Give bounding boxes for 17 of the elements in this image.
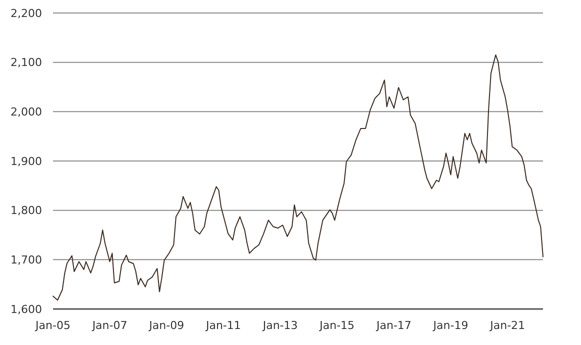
y-tick-label: 1,800 [10,204,42,218]
x-tick-label: Jan-15 [318,319,355,332]
y-tick-label: 2,200 [10,6,42,20]
y-tick-label: 2,000 [10,106,42,119]
x-tick-label: Jan-13 [262,319,298,332]
y-tick-label: 2,100 [10,56,42,70]
x-tick-label: Jan-21 [489,319,526,332]
y-tick-label: 1,700 [10,254,42,267]
y-tick-label: 1,600 [10,302,42,316]
x-tick-label: Jan-17 [375,319,412,332]
x-tick-label: Jan-07 [91,319,128,332]
x-tick-label: Jan-19 [432,319,468,332]
line-series [52,54,544,301]
x-tick-label: Jan-05 [34,319,70,332]
x-tick-label: Jan-11 [204,319,241,332]
x-tick-label: Jan-09 [148,319,184,332]
y-tick-label: 1,900 [10,154,42,168]
